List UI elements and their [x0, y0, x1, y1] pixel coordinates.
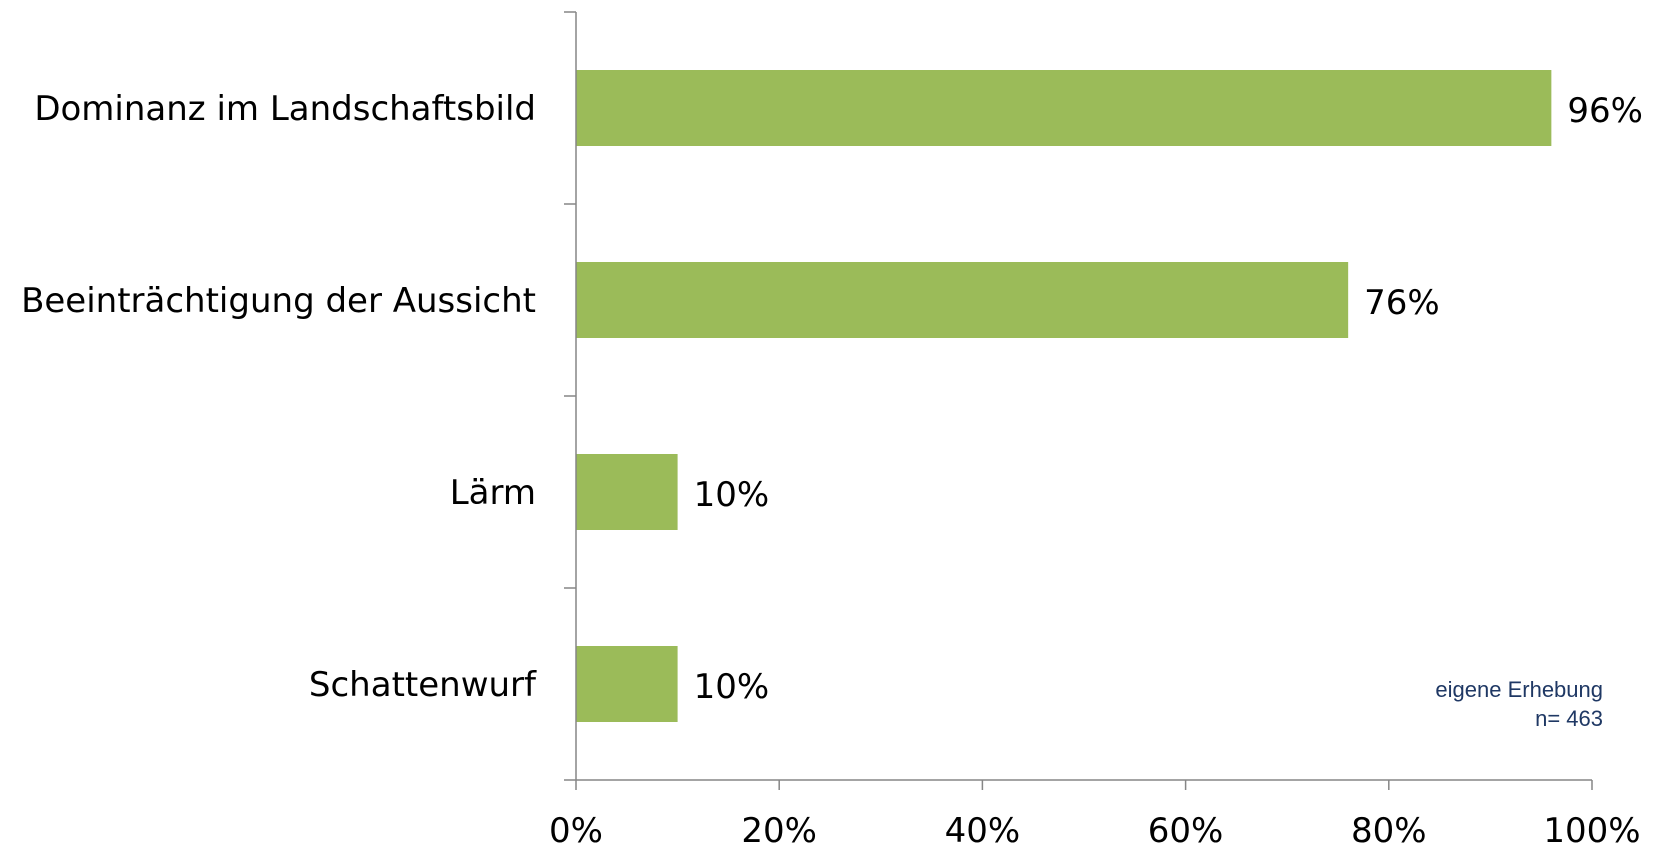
bar [576, 262, 1349, 338]
source-note-line1: eigene Erhebung [1435, 677, 1603, 702]
category-label: Beeinträchtigung der Aussicht [21, 281, 536, 321]
bar [576, 646, 678, 722]
bar [576, 454, 678, 530]
data-label: 10% [694, 475, 770, 515]
bar [576, 70, 1552, 146]
category-label: Lärm [450, 473, 536, 513]
x-tick-label: 0% [549, 811, 603, 851]
data-label: 10% [694, 667, 770, 707]
category-label: Schattenwurf [309, 665, 537, 705]
x-tick-label: 20% [741, 811, 817, 851]
source-note: eigene Erhebung n= 463 [1435, 675, 1603, 733]
data-label: 76% [1364, 283, 1440, 323]
x-tick-label: 40% [945, 811, 1021, 851]
x-tick-label: 100% [1543, 811, 1640, 851]
source-note-line2: n= 463 [1535, 706, 1603, 731]
x-tick-label: 80% [1351, 811, 1427, 851]
category-label: Dominanz im Landschaftsbild [34, 89, 536, 129]
x-tick-label: 60% [1148, 811, 1224, 851]
data-label: 96% [1567, 91, 1643, 131]
